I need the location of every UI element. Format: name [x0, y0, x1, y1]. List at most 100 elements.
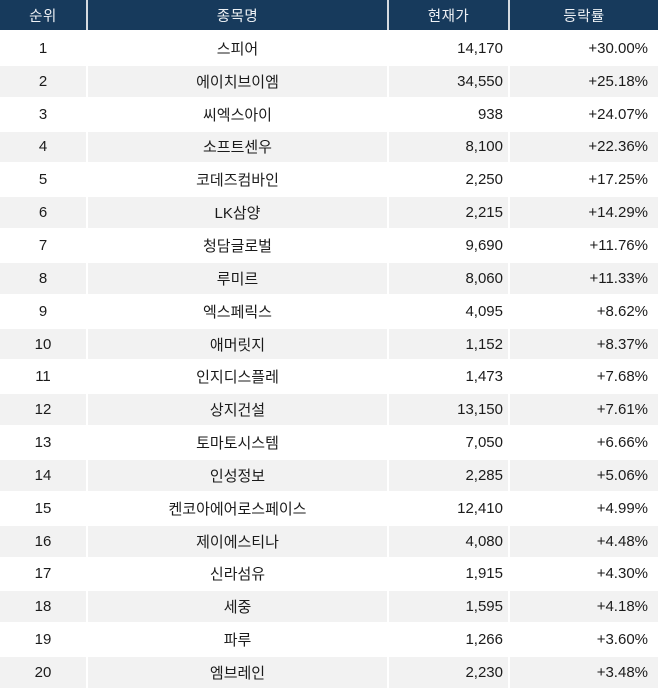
- price-cell: 34,550: [389, 65, 510, 97]
- name-cell: 스피어: [88, 33, 389, 64]
- rank-cell: 19: [0, 624, 88, 656]
- name-cell: 에이치브이엠: [88, 65, 389, 97]
- name-cell: 인성정보: [88, 459, 389, 491]
- name-cell: 루미르: [88, 262, 389, 294]
- name-cell: 엑스페릭스: [88, 295, 389, 327]
- name-cell: 씨엑스아이: [88, 98, 389, 130]
- table-row: 6 LK삼양 2,215 +14.29%: [0, 197, 658, 231]
- price-cell: 2,230: [389, 657, 510, 688]
- price-cell: 1,473: [389, 361, 510, 393]
- change-cell: +25.18%: [588, 72, 648, 90]
- name-cell: 제이에스티나: [88, 525, 389, 557]
- change-cell: +8.62%: [596, 302, 648, 320]
- change-cell: +4.48%: [596, 532, 648, 550]
- table-row: 7 청담글로벌 9,690 +11.76%: [0, 230, 658, 263]
- change-cell: +7.61%: [596, 401, 648, 419]
- change-cell: +17.25%: [588, 171, 648, 189]
- table-row: 13 토마토시스템 7,050 +6.66%: [0, 427, 658, 460]
- price-cell: 8,100: [389, 131, 510, 163]
- name-cell: 신라섬유: [88, 558, 389, 590]
- change-cell: +11.76%: [589, 236, 648, 254]
- table-row: 14 인성정보 2,285 +5.06%: [0, 459, 658, 493]
- header-price: 현재가: [389, 0, 510, 30]
- table-row: 1 스피어 14,170 +30.00%: [0, 33, 658, 66]
- rank-cell: 4: [0, 131, 88, 163]
- price-cell: 1,595: [389, 591, 510, 623]
- table-row: 10 애머릿지 1,152 +8.37%: [0, 328, 658, 362]
- rank-cell: 1: [0, 33, 88, 64]
- rank-cell: 6: [0, 197, 88, 229]
- change-cell: +14.29%: [588, 204, 648, 222]
- name-cell: 상지건설: [88, 394, 389, 426]
- change-cell: +24.07%: [588, 105, 648, 123]
- table-row: 11 인지디스플레 1,473 +7.68%: [0, 361, 658, 395]
- table-row: 4 소프트센우 8,100 +22.36%: [0, 131, 658, 165]
- name-cell: 애머릿지: [88, 328, 389, 360]
- rank-cell: 7: [0, 230, 88, 261]
- price-cell: 1,266: [389, 624, 510, 656]
- table-body: 1 스피어 14,170 +30.00% 2 에이치브이엠 34,550 +25…: [0, 33, 658, 690]
- table-header: 순위 종목명 현재가 등락률: [0, 0, 658, 33]
- change-cell: +5.06%: [596, 466, 648, 484]
- rank-cell: 13: [0, 427, 88, 458]
- change-cell: +30.00%: [588, 39, 648, 57]
- name-cell: 코데즈컴바인: [88, 164, 389, 196]
- rank-cell: 20: [0, 657, 88, 688]
- header-name: 종목명: [88, 0, 389, 30]
- rank-cell: 9: [0, 295, 88, 327]
- change-cell: +7.68%: [596, 368, 648, 386]
- change-cell: +22.36%: [588, 138, 648, 156]
- name-cell: 소프트센우: [88, 131, 389, 163]
- price-cell: 2,215: [389, 197, 510, 229]
- table-row: 8 루미르 8,060 +11.33%: [0, 262, 658, 296]
- price-cell: 2,285: [389, 459, 510, 491]
- change-cell: +4.30%: [596, 565, 648, 583]
- rank-cell: 10: [0, 328, 88, 360]
- price-cell: 8,060: [389, 262, 510, 294]
- name-cell: 청담글로벌: [88, 230, 389, 261]
- header-change: 등락률: [563, 8, 605, 25]
- price-cell: 2,250: [389, 164, 510, 196]
- change-cell: +11.33%: [589, 269, 648, 287]
- change-cell: +3.48%: [596, 663, 648, 681]
- price-cell: 4,095: [389, 295, 510, 327]
- price-cell: 4,080: [389, 525, 510, 557]
- name-cell: 토마토시스템: [88, 427, 389, 458]
- header-rank: 순위: [0, 0, 88, 30]
- name-cell: LK삼양: [88, 197, 389, 229]
- price-cell: 1,915: [389, 558, 510, 590]
- table-row: 18 세중 1,595 +4.18%: [0, 591, 658, 625]
- price-cell: 9,690: [389, 230, 510, 261]
- name-cell: 엠브레인: [88, 657, 389, 688]
- rank-cell: 15: [0, 492, 88, 524]
- table-row: 17 신라섬유 1,915 +4.30%: [0, 558, 658, 592]
- rank-cell: 5: [0, 164, 88, 196]
- table-row: 12 상지건설 13,150 +7.61%: [0, 394, 658, 428]
- table-row: 3 씨엑스아이 938 +24.07%: [0, 98, 658, 132]
- price-cell: 14,170: [389, 33, 510, 64]
- table-row: 15 켄코아에어로스페이스 12,410 +4.99%: [0, 492, 658, 526]
- price-cell: 1,152: [389, 328, 510, 360]
- rank-cell: 11: [0, 361, 88, 393]
- price-cell: 7,050: [389, 427, 510, 458]
- rank-cell: 8: [0, 262, 88, 294]
- table-row: 9 엑스페릭스 4,095 +8.62%: [0, 295, 658, 329]
- table-row: 16 제이에스티나 4,080 +4.48%: [0, 525, 658, 559]
- rank-cell: 16: [0, 525, 88, 557]
- change-cell: +6.66%: [596, 434, 648, 452]
- table-row: 5 코데즈컴바인 2,250 +17.25%: [0, 164, 658, 198]
- name-cell: 세중: [88, 591, 389, 623]
- change-cell: +3.60%: [596, 631, 648, 649]
- rank-cell: 2: [0, 65, 88, 97]
- name-cell: 파루: [88, 624, 389, 656]
- table-row: 20 엠브레인 2,230 +3.48%: [0, 657, 658, 690]
- price-cell: 13,150: [389, 394, 510, 426]
- rank-cell: 17: [0, 558, 88, 590]
- table-row: 2 에이치브이엠 34,550 +25.18%: [0, 65, 658, 99]
- table-row: 19 파루 1,266 +3.60%: [0, 624, 658, 658]
- rank-cell: 12: [0, 394, 88, 426]
- rank-cell: 18: [0, 591, 88, 623]
- rank-cell: 3: [0, 98, 88, 130]
- price-cell: 938: [389, 98, 510, 130]
